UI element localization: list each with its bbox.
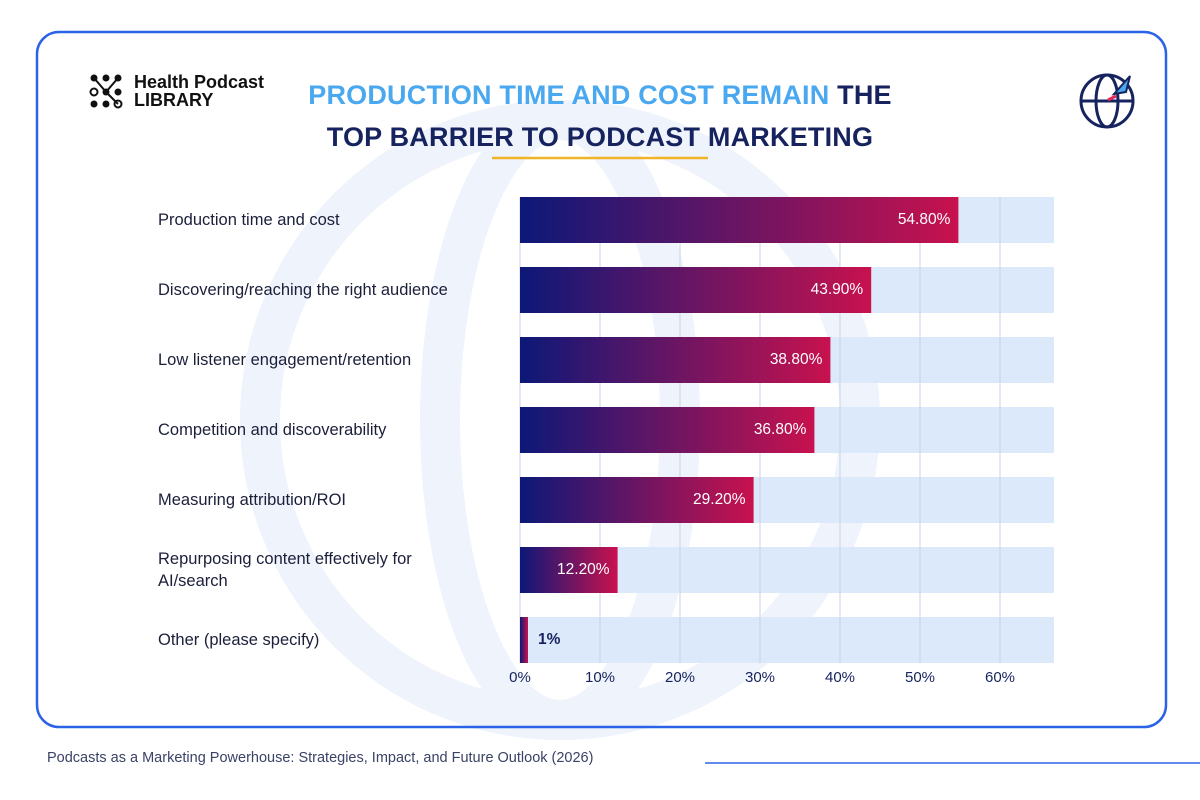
value-label: 38.80% — [770, 351, 823, 368]
bar — [520, 337, 831, 383]
bar — [520, 547, 618, 593]
category-label: Competition and discoverability — [158, 421, 387, 439]
card-border — [35, 30, 1168, 729]
globe-icon — [1079, 73, 1135, 129]
x-tick-label: 0% — [509, 669, 531, 686]
category-label: Measuring attribution/ROI — [158, 491, 347, 509]
bar — [520, 477, 754, 523]
bar-track — [520, 617, 1054, 663]
category-label: Discovering/reaching the right audience — [158, 281, 448, 299]
title-highlight: PRODUCTION TIME AND COST REMAIN — [308, 80, 830, 110]
title-text: THE TOP BARRIER TO PODCAST MARKETING — [326, 80, 892, 152]
chart-title: PRODUCTION TIME AND COST REMAIN THE TOP … — [280, 74, 920, 158]
category-label: Repurposing content effectively for AI/s… — [158, 550, 412, 590]
value-label: 54.80% — [898, 211, 951, 228]
x-tick-label: 10% — [585, 669, 615, 686]
bar — [520, 197, 959, 243]
bar — [520, 407, 815, 453]
bar — [520, 267, 872, 313]
brand: Health Podcast LIBRARY — [134, 73, 264, 109]
x-tick-label: 60% — [985, 669, 1015, 686]
value-label: 36.80% — [754, 421, 807, 438]
brand-logo — [89, 74, 123, 109]
category-label: Production time and cost — [158, 211, 340, 229]
value-label: 1% — [538, 631, 561, 648]
bar — [520, 617, 528, 663]
x-tick-label: 20% — [665, 669, 695, 686]
category-label: Other (please specify) — [158, 631, 320, 649]
x-tick-label: 30% — [745, 669, 775, 686]
x-tick-label: 50% — [905, 669, 935, 686]
value-label: 43.90% — [811, 281, 864, 298]
x-tick-label: 40% — [825, 669, 855, 686]
brand-line2: LIBRARY — [134, 90, 214, 110]
brand-line1: Health Podcast — [134, 72, 265, 92]
source: Podcasts as a Marketing Powerhouse: Stra… — [47, 750, 594, 766]
category-label: Low listener engagement/retention — [158, 351, 412, 369]
value-label: 12.20% — [557, 561, 610, 578]
value-label: 29.20% — [693, 491, 746, 508]
